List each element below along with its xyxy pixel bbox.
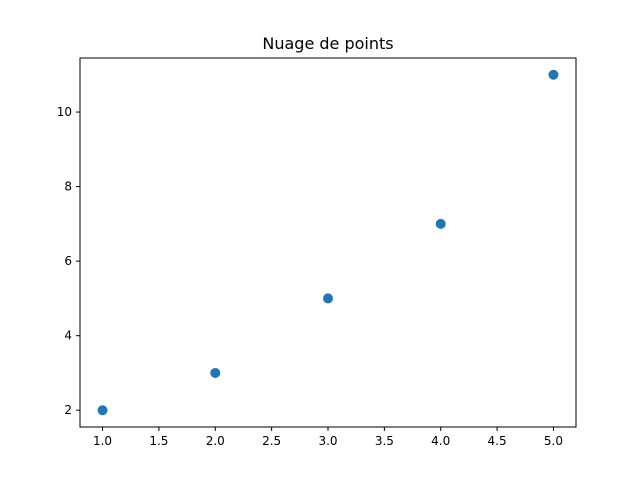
data-point <box>97 405 108 416</box>
y-tick-label: 10 <box>57 105 72 119</box>
x-tick-label: 2.0 <box>206 434 225 448</box>
x-tick-label: 1.0 <box>93 434 112 448</box>
data-point <box>548 69 559 80</box>
x-tick-label: 5.0 <box>544 434 563 448</box>
x-tick-label: 3.5 <box>375 434 394 448</box>
data-point <box>210 367 221 378</box>
y-tick-label: 6 <box>64 254 72 268</box>
y-axis: 2 4 6 8 10 <box>57 105 80 417</box>
data-point <box>323 293 333 304</box>
x-axis: 1.0 1.5 2.0 2.5 3.0 3.5 4.0 4.5 5.0 <box>93 427 563 448</box>
x-tick-label: 4.0 <box>431 434 450 448</box>
plot-area <box>79 57 577 428</box>
y-tick-label: 8 <box>64 180 72 194</box>
y-tick-label: 2 <box>64 403 72 417</box>
data-series <box>97 69 559 416</box>
x-tick-label: 2.5 <box>262 434 281 448</box>
data-point <box>435 218 446 229</box>
x-tick-label: 1.5 <box>149 434 168 448</box>
x-tick-label: 4.5 <box>488 434 507 448</box>
chart-title: Nuage de points <box>262 34 393 53</box>
x-tick-label: 3.0 <box>318 434 337 448</box>
y-tick-label: 4 <box>64 329 72 343</box>
